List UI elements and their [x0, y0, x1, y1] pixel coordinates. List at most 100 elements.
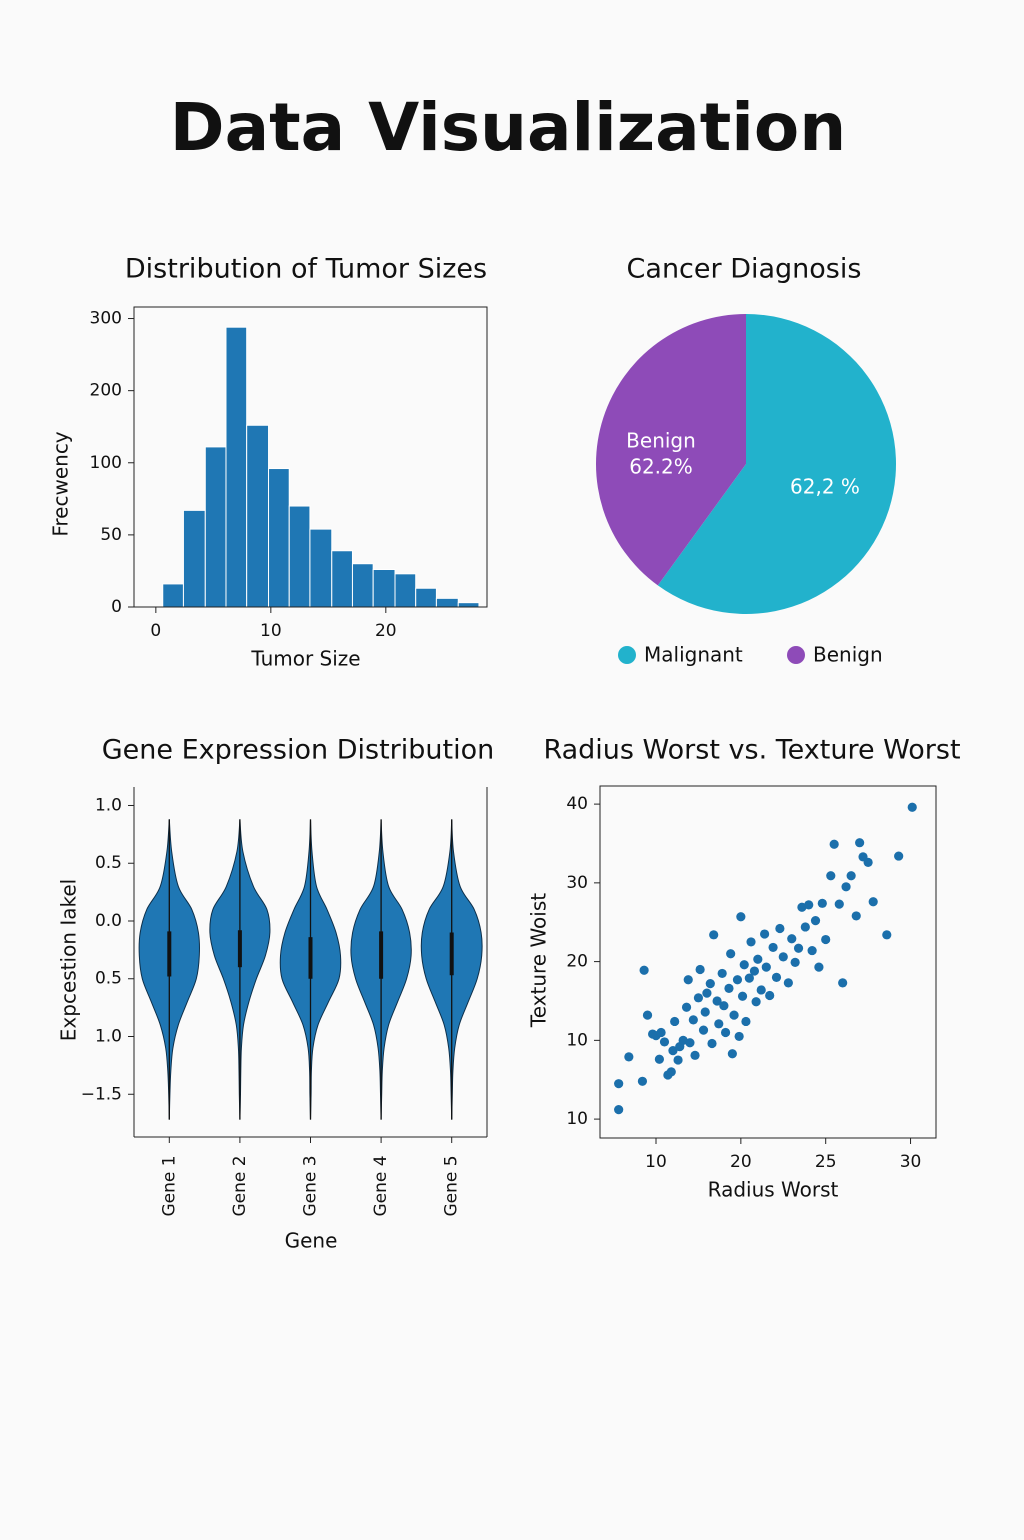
scatter-point [807, 945, 817, 956]
scatter-point [787, 934, 797, 944]
scatter-point [907, 802, 917, 812]
chart-title: Radius Worst vs. Texture Worst [543, 735, 960, 766]
pie-slice [657, 314, 896, 614]
scatter-point [783, 978, 793, 988]
y-tick-label: 1.0 [95, 1027, 122, 1047]
scatter-point [693, 993, 704, 1003]
scatter-point [814, 962, 824, 972]
scatter-point [751, 997, 761, 1007]
x-tick-label: 10 [260, 621, 282, 641]
scatter-point [656, 1027, 666, 1038]
scatter-point [741, 1016, 751, 1027]
scatter-point [724, 983, 734, 993]
scatter-point [690, 1050, 700, 1060]
scatter-point [817, 898, 827, 908]
scatter-point [768, 942, 778, 953]
scatter-point [790, 957, 800, 967]
scatter-point [642, 1010, 653, 1020]
y-tick-label: 200 [90, 381, 122, 401]
scatter-point [654, 1054, 664, 1064]
histogram-bar [309, 528, 333, 608]
scatter-point [720, 1027, 731, 1038]
scatter-point [737, 991, 748, 1001]
scatter-point [695, 964, 705, 975]
scatter-point [744, 973, 754, 983]
page-title: Data Visualization [170, 89, 846, 166]
scatter-point [624, 1052, 634, 1062]
x-tick-label: 20 [730, 1152, 752, 1172]
scatter-point [851, 911, 861, 921]
plot-frame [599, 785, 937, 1139]
y-tick-label: −1.5 [81, 1084, 122, 1104]
x-axis-label: Gene [285, 1229, 338, 1253]
scatter-point [760, 929, 770, 939]
chart-title: Gene Expression Distribution [102, 735, 495, 766]
legend-marker [787, 646, 805, 664]
plot-frame [133, 306, 488, 608]
scatter-point [838, 978, 848, 988]
scatter-point [707, 1038, 717, 1049]
scatter-point [712, 996, 722, 1006]
x-tick-label: 0 [150, 621, 161, 641]
scatter-point [846, 871, 856, 881]
y-tick-label: 10 [566, 1030, 588, 1050]
pie-slice [596, 314, 746, 586]
histogram-bar [182, 509, 206, 608]
x-tick-label: Gene 1 [159, 1155, 179, 1216]
scatter-point [670, 1016, 680, 1027]
legend-label: Malignant [644, 643, 743, 667]
scatter-point [688, 1015, 698, 1025]
scatter-point [761, 962, 771, 972]
scatter-point [821, 934, 831, 945]
scatter-point [736, 912, 746, 922]
x-tick-label: 10 [645, 1152, 667, 1172]
y-tick-label: 50 [100, 525, 122, 545]
histogram-bar [246, 424, 270, 608]
x-tick-label: Gene 5 [442, 1155, 462, 1216]
chart-title: Cancer Diagnosis [627, 254, 862, 285]
scatter-point [705, 979, 715, 989]
scatter-point [729, 1010, 739, 1020]
scatter-point [685, 1038, 695, 1048]
slice-label: 62.2% [629, 455, 693, 479]
scatter-point [614, 1079, 624, 1089]
slice-label: 62,2 % [790, 475, 860, 499]
x-axis-label: Radius Worst [708, 1178, 839, 1202]
y-tick-label: 20 [566, 952, 588, 972]
y-tick-label: 0.0 [95, 911, 122, 931]
histogram-bar [351, 563, 374, 608]
histogram-bar [162, 583, 184, 608]
scatter-point [834, 899, 844, 909]
x-tick-label: 25 [815, 1152, 837, 1172]
y-axis-label: Texture Woist [527, 893, 551, 1028]
y-tick-label: 100 [90, 453, 122, 473]
scatter-point [868, 897, 878, 907]
scatter-point [698, 1025, 709, 1035]
scatter-point [727, 1049, 737, 1059]
scatter-point [894, 851, 904, 861]
scatter-point [775, 923, 785, 934]
scatter-point [749, 966, 760, 976]
scatter-point [637, 1076, 648, 1086]
scatter-point [668, 1045, 678, 1056]
scatter-point [614, 1105, 624, 1115]
scatter-point [719, 1001, 729, 1011]
histogram-bar [288, 505, 311, 608]
scatter-point [739, 960, 749, 970]
scatter-point [771, 972, 782, 982]
histogram-bar [225, 326, 248, 608]
histogram-bar [415, 587, 437, 608]
scatter-point [673, 1055, 683, 1065]
y-tick-label: 0 [111, 597, 122, 617]
scatter-point [734, 1031, 744, 1042]
x-tick-label: 20 [375, 621, 397, 641]
scatter-point [726, 949, 736, 959]
scatter-point [855, 838, 865, 848]
y-axis-label: Expcestion Iakel [57, 879, 81, 1041]
scatter-point [765, 990, 775, 1001]
scatter-point [700, 1007, 710, 1017]
histogram-bar [394, 573, 417, 608]
x-tick-label: Gene 3 [301, 1155, 321, 1216]
